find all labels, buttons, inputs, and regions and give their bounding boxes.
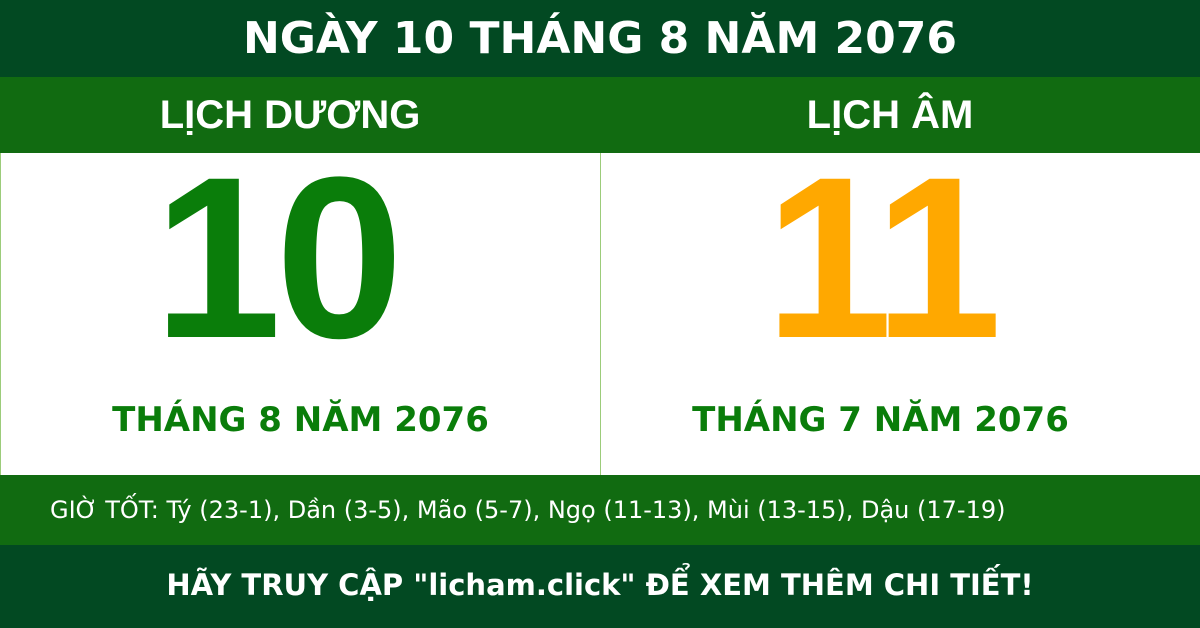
lunar-month-year: THÁNG 7 NĂM 2076	[692, 400, 1069, 440]
solar-calendar-label: LỊCH DƯƠNG	[159, 92, 421, 137]
lunar-panel: 11 THÁNG 7 NĂM 2076	[601, 129, 1200, 475]
lunar-day: 11	[764, 129, 1002, 386]
calendar-headers: LỊCH DƯƠNG LỊCH ÂM	[0, 77, 1200, 153]
lunar-calendar-label: LỊCH ÂM	[806, 92, 974, 137]
solar-month-year: THÁNG 8 NĂM 2076	[112, 400, 489, 440]
footer-cta: HÃY TRUY CẬP "licham.click" ĐỂ XEM THÊM …	[0, 545, 1200, 628]
good-hours: GIỜ TỐT: Tý (23-1), Dần (3-5), Mão (5-7)…	[0, 475, 1200, 545]
solar-day: 10	[153, 129, 404, 386]
calendar-body: 10 THÁNG 8 NĂM 2076 11 THÁNG 7 NĂM 2076	[0, 129, 1200, 475]
page-title: NGÀY 10 THÁNG 8 NĂM 2076	[0, 0, 1200, 77]
solar-panel: 10 THÁNG 8 NĂM 2076	[0, 129, 601, 475]
